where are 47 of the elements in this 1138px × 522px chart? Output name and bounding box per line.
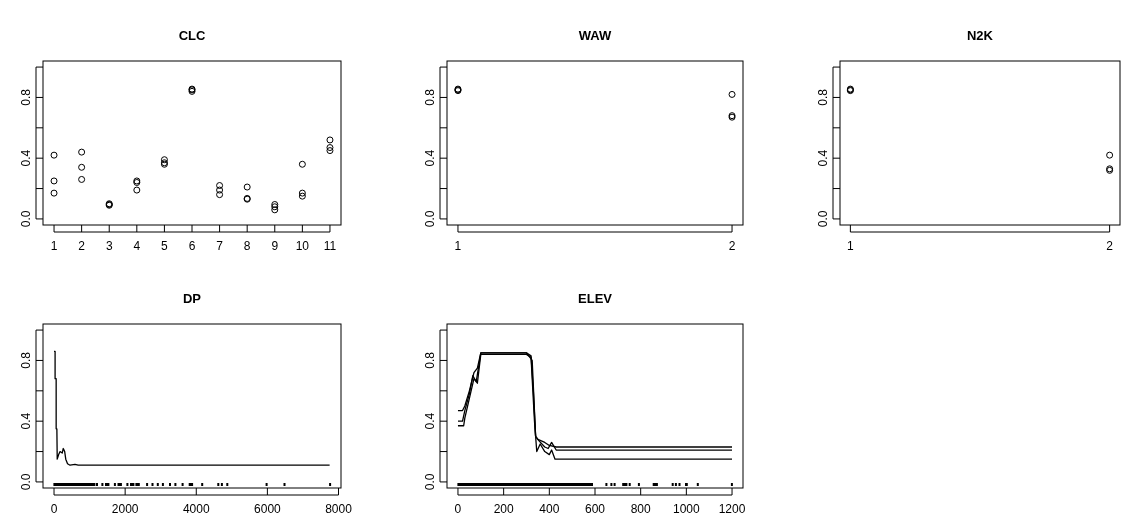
chart-title: DP xyxy=(182,291,202,306)
y-tick-label: 0.8 xyxy=(816,88,830,106)
x-tick-label: 5 xyxy=(161,239,169,253)
x-tick-label: 400 xyxy=(539,502,560,516)
chart-title: N2K xyxy=(966,28,994,43)
x-tick-label: 6 xyxy=(188,239,196,253)
y-tick-label: 0.0 xyxy=(19,473,33,491)
x-tick-label: 9 xyxy=(271,239,279,253)
x-tick-label: 11 xyxy=(323,239,337,253)
x-tick-label: 2000 xyxy=(111,502,139,516)
x-tick-label: 0 xyxy=(50,502,58,516)
y-tick-label: 0.4 xyxy=(816,149,830,167)
chart-title: CLC xyxy=(178,28,206,43)
x-tick-label: 1000 xyxy=(673,502,701,516)
y-tick-label: 0.8 xyxy=(423,351,437,369)
x-tick-label: 3 xyxy=(105,239,113,253)
x-tick-label: 2 xyxy=(1106,239,1114,253)
x-tick-label: 6000 xyxy=(254,502,282,516)
y-tick-label: 0.0 xyxy=(19,210,33,228)
y-tick-label: 0.8 xyxy=(19,351,33,369)
y-tick-label: 0.4 xyxy=(423,149,437,167)
x-tick-label: 2 xyxy=(78,239,86,253)
x-tick-label: 200 xyxy=(493,502,514,516)
x-tick-label: 1 xyxy=(454,239,462,253)
x-tick-label: 8 xyxy=(243,239,251,253)
y-tick-label: 0.4 xyxy=(19,149,33,167)
y-tick-label: 0.4 xyxy=(423,412,437,430)
y-tick-label: 0.0 xyxy=(423,473,437,491)
x-tick-label: 4000 xyxy=(182,502,210,516)
x-tick-label: 4 xyxy=(133,239,141,253)
x-tick-label: 800 xyxy=(630,502,652,516)
x-tick-label: 1 xyxy=(50,239,58,253)
x-tick-label: 2 xyxy=(728,239,736,253)
chart-title: ELEV xyxy=(578,291,613,306)
y-tick-label: 0.4 xyxy=(19,412,33,430)
y-tick-label: 0.8 xyxy=(423,88,437,106)
x-tick-label: 8000 xyxy=(325,502,353,516)
chart-title: WAW xyxy=(578,28,612,43)
y-tick-label: 0.8 xyxy=(19,88,33,106)
x-tick-label: 0 xyxy=(454,502,462,516)
x-tick-label: 1 xyxy=(847,239,855,253)
x-tick-label: 7 xyxy=(216,239,224,253)
x-tick-label: 10 xyxy=(295,239,310,253)
x-tick-label: 1200 xyxy=(718,502,746,516)
x-tick-label: 600 xyxy=(584,502,606,516)
y-tick-label: 0.0 xyxy=(423,210,437,228)
y-tick-label: 0.0 xyxy=(816,210,830,228)
